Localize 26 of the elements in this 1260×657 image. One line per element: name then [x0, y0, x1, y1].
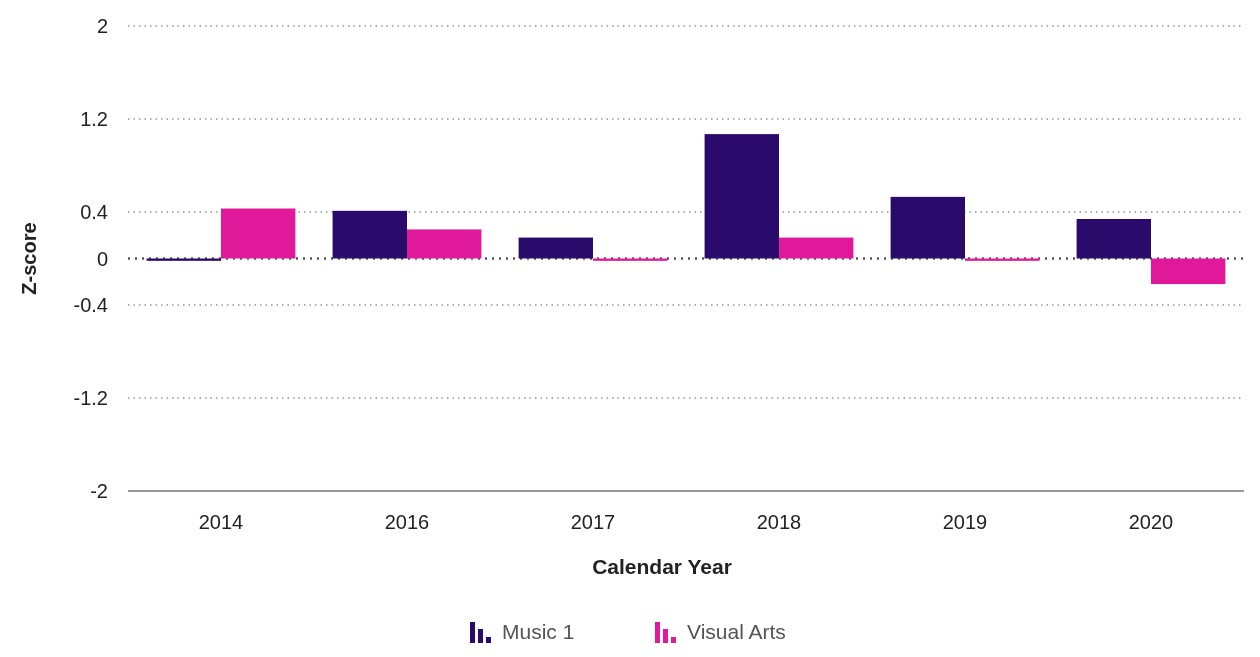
bar	[1076, 218, 1151, 259]
x-tick-label: 2020	[1128, 511, 1174, 533]
y-tick-label: -0.4	[73, 294, 108, 316]
y-tick-label: 0.4	[80, 201, 108, 223]
bar	[407, 229, 482, 259]
x-tick-label: 2019	[942, 511, 988, 533]
bar	[221, 208, 296, 259]
bar	[518, 237, 593, 259]
y-axis-title: Z-score	[18, 222, 40, 295]
legend-label: Visual Arts	[687, 620, 786, 644]
bar	[1151, 258, 1226, 285]
y-tick-label: -2	[90, 480, 108, 502]
x-tick-label: 2017	[570, 511, 616, 533]
x-axis-title: Calendar Year	[592, 555, 732, 578]
y-tick-label: 0	[96, 247, 108, 270]
x-tick-label: 2014	[198, 511, 244, 533]
x-tick-label: 2016	[384, 511, 430, 533]
legend-label: Music 1	[502, 620, 575, 644]
y-tick-label: -1.2	[73, 387, 108, 409]
bar	[704, 134, 779, 259]
bar	[779, 237, 854, 259]
y-tick-label: 2	[96, 15, 108, 37]
bar	[890, 196, 965, 259]
x-tick-label: 2018	[756, 511, 802, 533]
y-tick-label: 1.2	[80, 108, 108, 130]
bar	[332, 210, 407, 259]
